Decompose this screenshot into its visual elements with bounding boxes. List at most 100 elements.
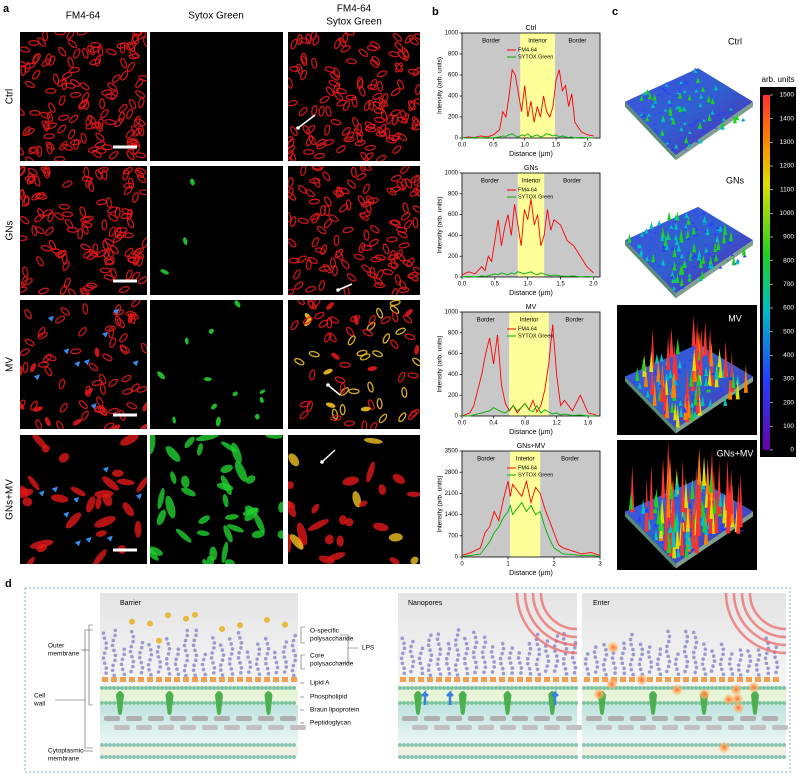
sugar [719,657,724,662]
head [634,755,638,759]
spike [660,496,665,524]
sugar [409,669,413,674]
head [686,755,690,759]
head [426,755,430,759]
cell [72,48,81,59]
peptidoglycan [214,716,230,721]
cell [128,53,140,60]
cell [103,274,115,281]
peptidoglycan [586,716,602,721]
cell [24,338,35,347]
cell [398,412,407,423]
region [510,451,541,557]
cell [20,235,28,242]
spike [658,266,663,268]
spike [690,351,695,354]
head [422,686,426,690]
cell [368,238,379,247]
spike [706,384,711,390]
cell [122,169,130,181]
sugar [194,633,198,638]
cell [372,522,389,532]
cell [324,534,334,545]
cell [172,416,176,424]
x-axis-label: Distance (μm) [509,429,553,436]
head [562,686,566,690]
cell [387,262,399,269]
sugar [490,655,495,659]
head [120,686,124,690]
y-tick-label: 200 [448,115,459,121]
head [730,743,734,747]
head [458,743,462,747]
head [546,743,550,747]
peptidoglycan [224,725,240,730]
cell [325,86,335,97]
cell [324,124,331,136]
head [582,701,586,705]
cell [124,247,134,257]
cell [58,95,66,106]
cell [67,128,76,140]
cell [396,79,405,90]
cells [160,178,195,275]
sugar [483,640,488,645]
cell [404,34,414,44]
y-tick-label: 600 [448,351,459,357]
cell [390,339,399,350]
cell [288,149,294,161]
sugar [454,638,458,642]
cell [90,122,102,129]
spike [645,390,650,398]
head [742,686,746,690]
sugar [473,670,477,675]
cell [318,280,326,292]
head [494,701,498,705]
head [280,743,284,747]
head [758,755,762,759]
pointer [132,360,139,367]
spike [709,341,714,367]
sugar [176,652,180,656]
cell [416,185,420,197]
arrow [321,449,336,463]
sugar [200,662,205,667]
spike [657,132,662,134]
sugar [628,637,633,642]
head [462,743,466,747]
sugar [656,657,661,661]
cell [410,556,419,564]
cell [297,185,308,194]
sugar [729,667,733,671]
micrograph [288,435,420,564]
spike [635,236,640,238]
peptidoglycan [566,725,582,730]
head [666,686,670,690]
spike [669,507,674,509]
sugar [545,654,550,658]
spike [710,221,715,226]
cell [318,105,325,117]
sugar [147,667,151,672]
head [518,701,522,705]
head [276,743,280,747]
cell [395,327,406,336]
sugar [592,650,597,654]
tails [100,690,298,701]
peptidoglycan [290,725,306,730]
colorbar-tick-label: 300 [783,376,794,383]
spike [704,247,709,253]
head [196,743,200,747]
region [540,451,600,557]
sugar [718,662,723,667]
spike [647,249,652,252]
head [774,743,778,747]
head [244,755,248,759]
tails [582,690,786,701]
sugar-gold [282,621,288,628]
leader-line [300,654,305,670]
diagram-label: Cytoplasmic [48,748,84,755]
cell [364,152,374,161]
x-tick-label: 2.0 [589,282,598,288]
sugar [657,667,661,671]
